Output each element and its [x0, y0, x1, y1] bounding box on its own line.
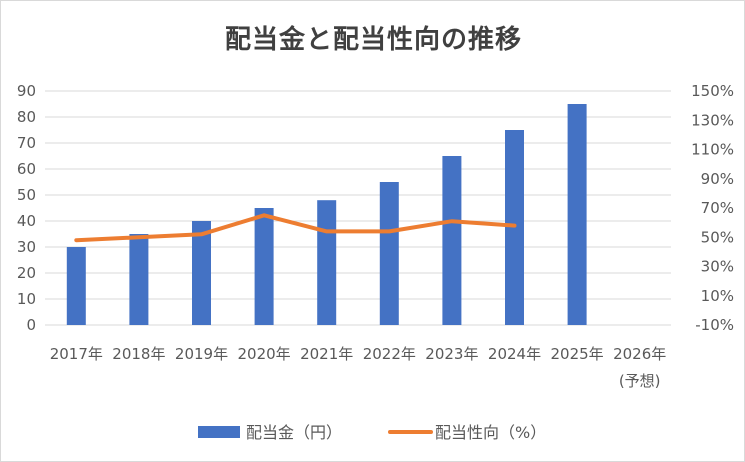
bar [192, 221, 211, 325]
y-right-tick-label: 70% [701, 199, 734, 217]
x-tick-label: 2021年 [300, 345, 353, 363]
x-tick-label: 2017年 [50, 345, 103, 363]
legend-swatch-bar [198, 426, 240, 438]
bar [442, 156, 462, 325]
y-right-tick-label: 10% [701, 287, 734, 305]
y-right-tick-label: 90% [701, 170, 734, 188]
bar [567, 104, 587, 325]
y-left-tick-label: 10 [17, 290, 36, 308]
y-left-tick-label: 50 [17, 186, 36, 204]
y-right-tick-label: 130% [691, 111, 734, 129]
y-right-tick-label: -10% [695, 316, 734, 334]
y-left-tick-label: 0 [26, 316, 36, 334]
x-tick-label: 2023年 [425, 345, 478, 363]
legend-label-line: 配当性向（%） [435, 423, 546, 442]
y-left-tick-label: 90 [17, 82, 36, 100]
bar [129, 234, 149, 325]
y-left-tick-label: 70 [17, 134, 36, 152]
x-tick-label: 2025年 [551, 345, 604, 363]
y-left-tick-label: 60 [17, 160, 36, 178]
x-tick-label: 2026年 [613, 345, 666, 363]
bar [379, 182, 399, 325]
x-tick-label: 2022年 [363, 345, 416, 363]
y-left-tick-label: 40 [17, 212, 36, 230]
series-line [74, 213, 517, 243]
x-tick-label: 2018年 [112, 345, 165, 363]
legend-label-bar: 配当金（円） [246, 423, 342, 442]
x-tick-sublabel: (予想) [619, 372, 661, 390]
x-tick-label: 2024年 [488, 345, 541, 363]
bar [66, 247, 86, 325]
y-left-tick-label: 30 [17, 238, 36, 256]
y-right-tick-label: 30% [701, 258, 734, 276]
y-right-tick-label: 150% [691, 82, 734, 100]
bar [254, 208, 274, 325]
x-tick-label: 2019年 [175, 345, 228, 363]
y-left-tick-label: 80 [17, 108, 36, 126]
x-tick-label: 2020年 [238, 345, 291, 363]
y-right-tick-label: 110% [691, 141, 734, 159]
bar [317, 200, 337, 325]
y-right-tick-label: 50% [701, 228, 734, 246]
y-left-tick-label: 20 [17, 264, 36, 282]
chart-title: 配当金と配当性向の推移 [224, 25, 522, 55]
